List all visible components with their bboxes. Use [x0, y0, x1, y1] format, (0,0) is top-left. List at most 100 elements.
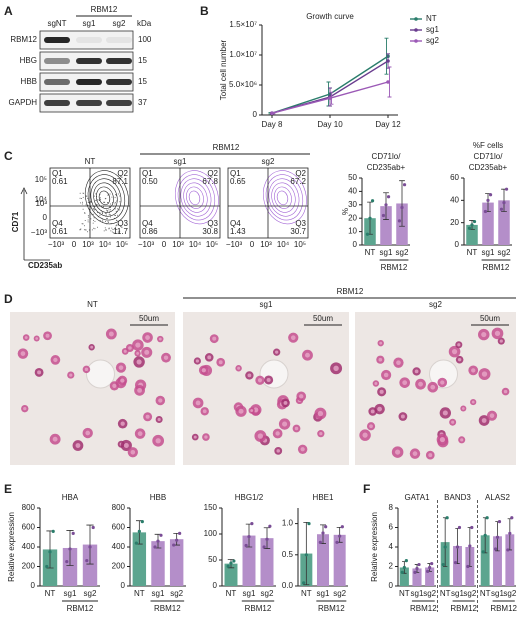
event — [108, 227, 110, 229]
quadrant-name: Q1 — [52, 169, 63, 178]
group-label: RBM12 — [154, 604, 181, 613]
point — [250, 522, 254, 526]
event — [87, 215, 89, 217]
event — [101, 211, 103, 213]
cell-center — [377, 406, 382, 412]
cell-center — [118, 365, 124, 370]
cell-center — [108, 331, 114, 337]
panel-label: C — [4, 149, 13, 163]
cell-center — [112, 383, 117, 388]
contour — [90, 178, 122, 217]
event — [87, 216, 89, 218]
bar — [505, 534, 515, 586]
y-tick-label: 10³ — [35, 199, 47, 208]
event — [113, 232, 115, 234]
y-tick-label: 4 — [389, 542, 394, 551]
axis-arrows — [20, 187, 50, 261]
cell-center — [374, 382, 378, 385]
cell-center — [257, 378, 263, 383]
point — [51, 529, 55, 534]
event — [105, 209, 107, 211]
point — [340, 525, 344, 529]
point — [159, 533, 163, 537]
event — [114, 197, 116, 199]
chart-title: %F cells — [473, 141, 503, 150]
cell-center — [333, 365, 339, 372]
point — [470, 525, 474, 530]
cell-center — [195, 359, 199, 363]
event — [103, 230, 105, 232]
point — [488, 193, 493, 197]
cell-center — [195, 400, 201, 406]
point — [430, 561, 434, 566]
band — [106, 79, 132, 85]
event — [84, 220, 86, 222]
image-title: sg2 — [429, 300, 442, 309]
point — [485, 516, 489, 520]
event — [107, 221, 109, 223]
x-tick-label: sg2 — [463, 589, 476, 598]
contour — [93, 182, 118, 213]
cell-center — [412, 451, 418, 456]
chart-title: CD235ab+ — [367, 163, 406, 172]
x-tick-label: sg2 — [84, 589, 97, 598]
image-title: sg1 — [260, 300, 273, 309]
x-tick-label: NT — [440, 589, 451, 598]
event — [82, 196, 84, 198]
quadrant-name: Q2 — [207, 169, 218, 178]
y-tick-label: 0 — [353, 240, 358, 249]
chart-title: BAND3 — [444, 493, 471, 502]
bar — [425, 567, 435, 586]
x-tick-label: NT — [301, 589, 312, 598]
cell-center — [35, 337, 39, 340]
contour — [84, 170, 129, 225]
cell-center — [145, 414, 150, 419]
event — [85, 229, 87, 231]
event — [114, 203, 116, 205]
x-tick-label: sg1 — [152, 589, 165, 598]
panel-label: E — [4, 482, 12, 496]
contour — [274, 186, 292, 209]
cell-center — [53, 357, 58, 363]
event — [91, 229, 93, 231]
cell-center — [282, 421, 288, 427]
event — [102, 219, 104, 221]
quadrant-value: 87.1 — [112, 177, 128, 186]
y-tick-label: 5.0×10⁶ — [229, 80, 257, 89]
event — [119, 195, 121, 197]
error-bar — [86, 524, 94, 565]
cell-center — [250, 409, 254, 412]
band — [44, 100, 70, 106]
chart-title: HBA — [62, 493, 79, 502]
point — [229, 561, 233, 565]
kda-label: 37 — [138, 98, 147, 107]
cell-center — [85, 430, 91, 436]
cell-center — [471, 368, 476, 373]
point — [328, 96, 332, 100]
quadrant-value: 0.50 — [142, 177, 158, 186]
point — [466, 564, 470, 569]
point — [270, 111, 274, 115]
event — [104, 220, 106, 222]
cell-center — [396, 360, 401, 365]
event — [93, 195, 95, 197]
contour — [177, 174, 216, 221]
group-label: RBM12 — [490, 604, 517, 613]
cell-center — [402, 380, 408, 386]
cell-center — [461, 407, 465, 410]
x-tick-label: 10⁵ — [116, 240, 128, 249]
point — [302, 581, 306, 585]
cell-center — [136, 351, 140, 355]
event — [115, 228, 117, 230]
point — [370, 199, 375, 203]
x-tick-label: −10³ — [138, 240, 155, 249]
event — [109, 214, 111, 216]
contour — [276, 190, 289, 206]
point — [321, 531, 325, 535]
legend-label: sg1 — [426, 25, 439, 34]
point — [318, 540, 322, 544]
event — [83, 225, 85, 227]
cell-center — [494, 330, 501, 337]
cell-center — [163, 355, 169, 360]
event — [104, 213, 106, 215]
